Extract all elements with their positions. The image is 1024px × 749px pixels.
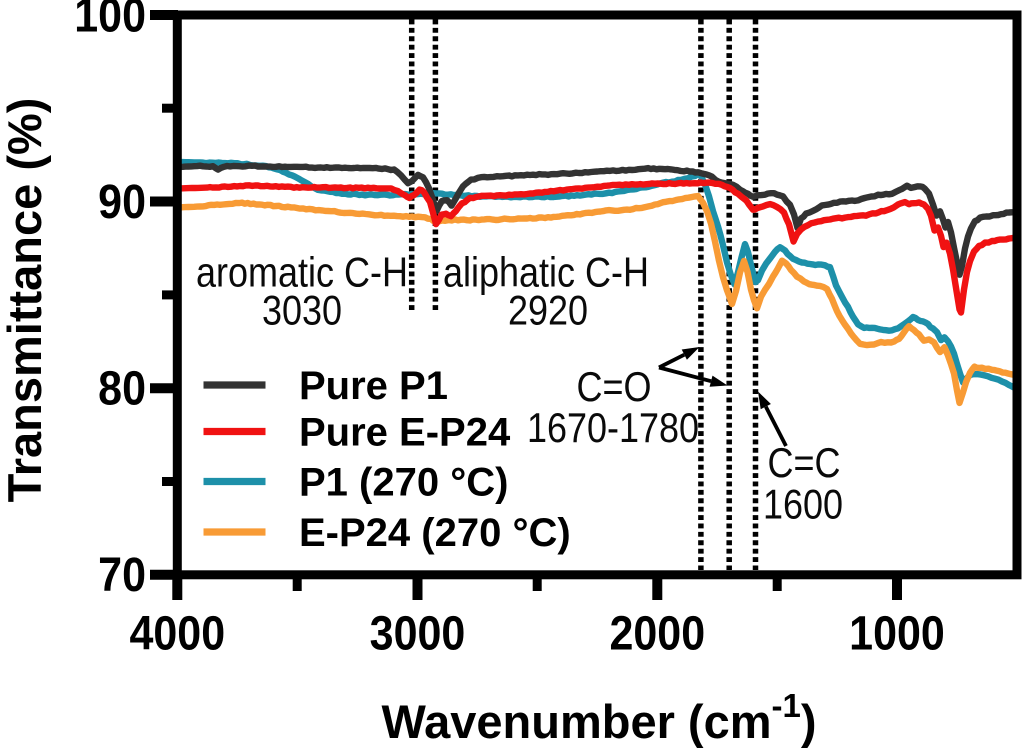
svg-text:70: 70 [98,548,146,602]
svg-text:3030: 3030 [262,288,342,334]
svg-text:90: 90 [98,175,146,229]
svg-text:E-P24 (270 °C): E-P24 (270 °C) [299,511,571,555]
svg-text:Wavenumber (cm-1): Wavenumber (cm-1) [381,687,816,748]
svg-text:4000: 4000 [129,606,225,660]
svg-text:100: 100 [74,0,146,42]
svg-text:P1 (270 °C): P1 (270 °C) [299,460,508,504]
svg-text:C=O: C=O [576,365,651,411]
svg-text:aromatic C-H: aromatic C-H [196,250,408,296]
svg-text:Pure E-P24: Pure E-P24 [299,410,511,454]
svg-text:aliphatic C-H: aliphatic C-H [443,250,649,296]
svg-text:Transmittance (%): Transmittance (%) [0,98,51,503]
svg-text:2920: 2920 [508,288,588,334]
svg-text:C=C: C=C [767,441,840,487]
svg-text:1000: 1000 [849,606,945,660]
svg-text:1600: 1600 [763,482,843,528]
svg-text:3000: 3000 [370,606,466,660]
svg-text:2000: 2000 [609,606,705,660]
svg-text:1670-1780: 1670-1780 [527,406,699,452]
svg-text:Pure P1: Pure P1 [299,364,448,408]
svg-text:80: 80 [98,361,146,415]
